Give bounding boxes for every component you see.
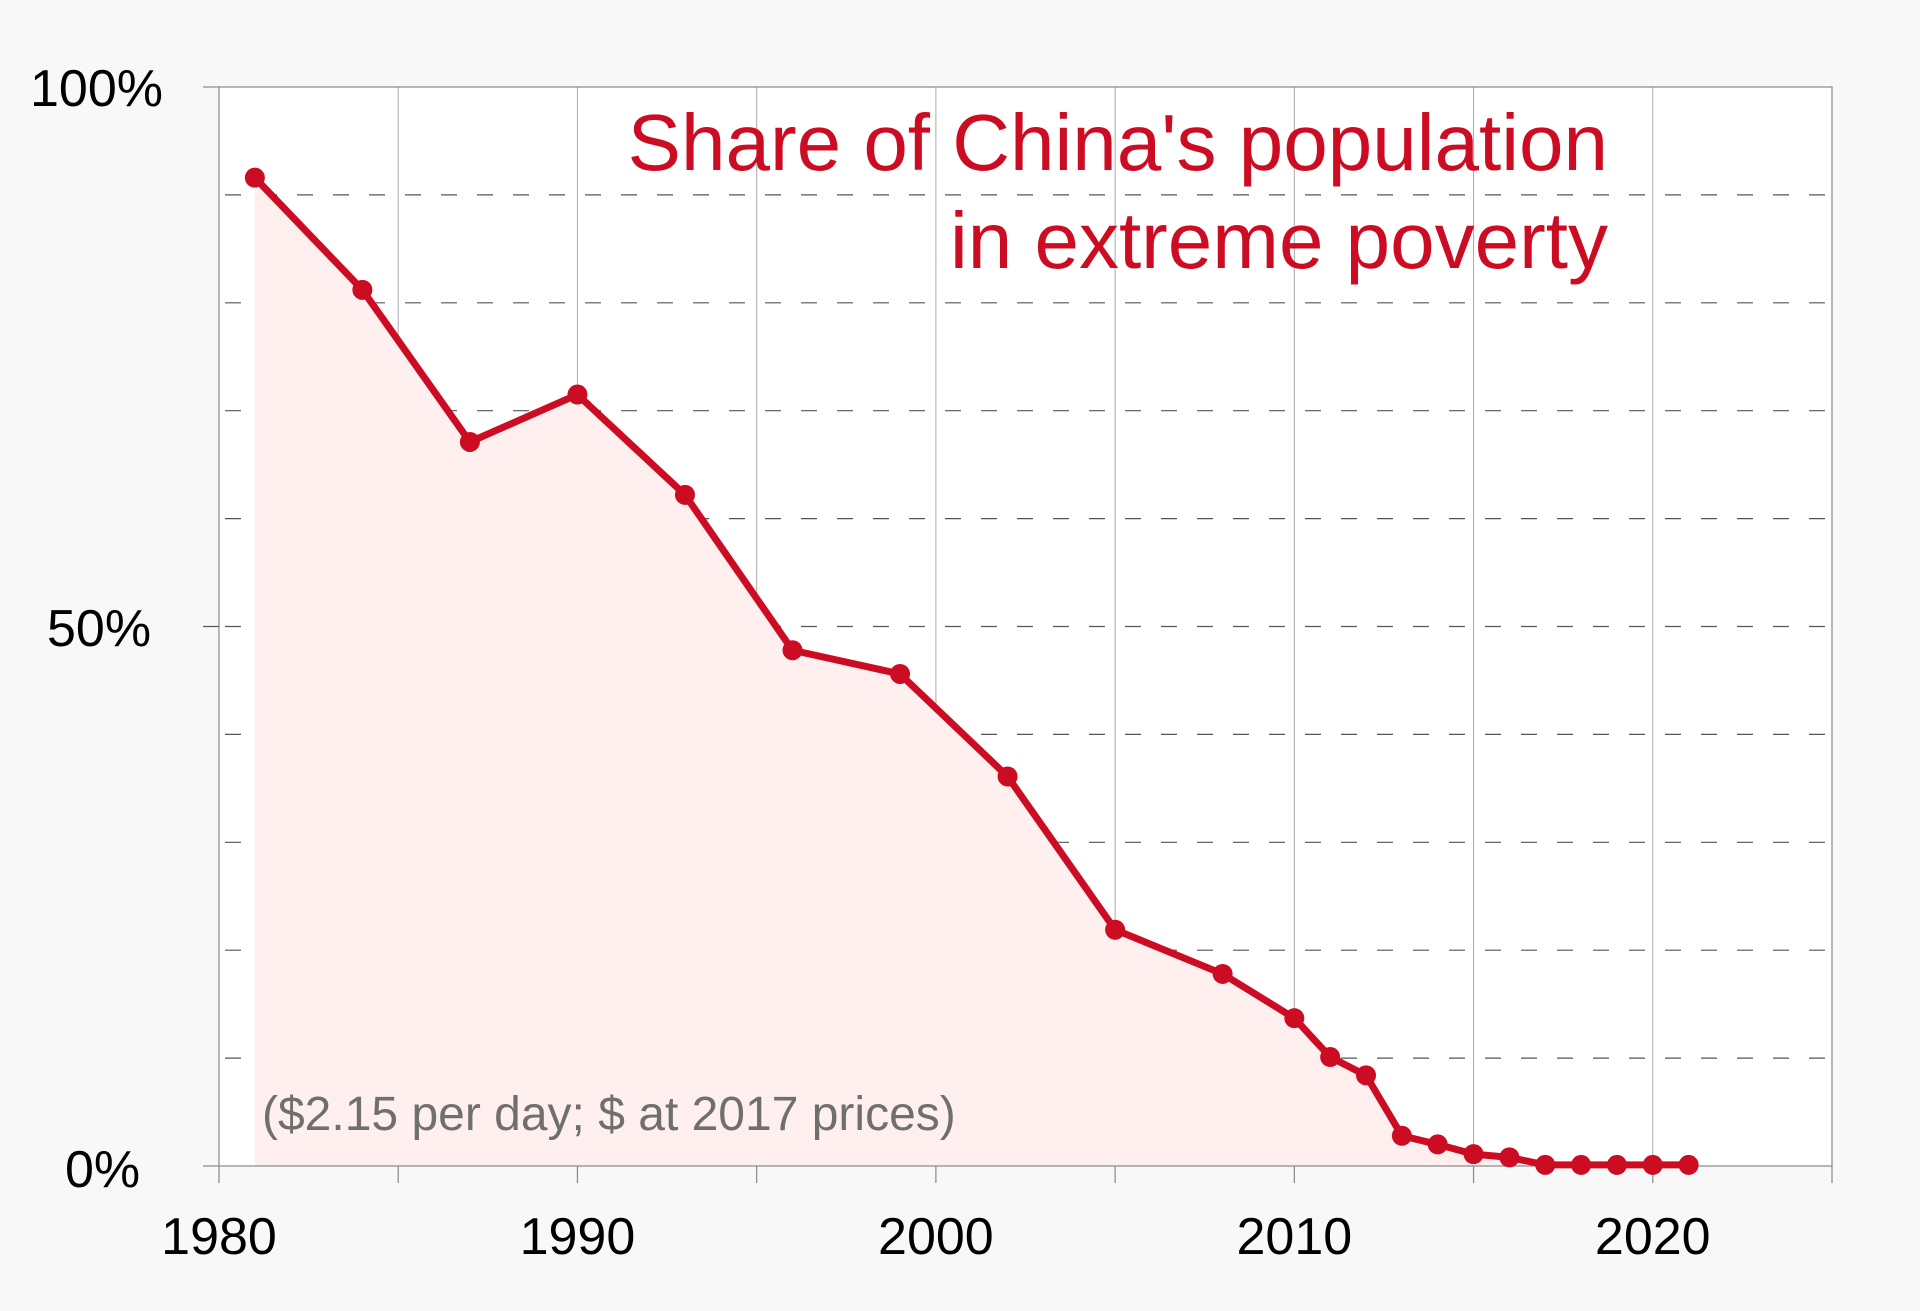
data-point-1984 bbox=[352, 279, 373, 300]
data-point-2018 bbox=[1571, 1154, 1592, 1175]
data-point-1996 bbox=[782, 640, 803, 661]
data-point-2014 bbox=[1427, 1134, 1448, 1155]
area-fill bbox=[254, 177, 1689, 1167]
data-point-1981 bbox=[244, 167, 265, 188]
data-point-2017 bbox=[1535, 1154, 1556, 1175]
data-point-2016 bbox=[1499, 1147, 1520, 1168]
y-tick-label-0: 0% bbox=[65, 1141, 140, 1199]
data-point-2011 bbox=[1320, 1047, 1341, 1068]
x-tick-label-2000: 2000 bbox=[878, 1208, 994, 1266]
data-point-1993 bbox=[674, 484, 695, 505]
data-point-2005 bbox=[1105, 919, 1126, 940]
x-tick-label-1980: 1980 bbox=[161, 1208, 277, 1266]
data-point-2012 bbox=[1356, 1065, 1377, 1086]
x-tick-label-2010: 2010 bbox=[1236, 1208, 1352, 1266]
data-point-2020 bbox=[1642, 1154, 1663, 1175]
data-point-1990 bbox=[567, 384, 588, 405]
series-line bbox=[251, 174, 1693, 1169]
x-tick-labels: 1980 1990 2000 2010 2020 bbox=[161, 1208, 1710, 1266]
data-point-1987 bbox=[459, 431, 480, 452]
axis-ticks bbox=[203, 86, 1833, 1183]
data-points bbox=[244, 167, 1699, 1175]
y-tick-label-50: 50% bbox=[47, 600, 151, 658]
data-point-2002 bbox=[997, 766, 1018, 787]
data-point-2015 bbox=[1463, 1144, 1484, 1165]
data-point-2008 bbox=[1212, 963, 1233, 984]
data-point-2010 bbox=[1284, 1008, 1305, 1029]
y-tick-label-100: 100% bbox=[30, 60, 163, 118]
x-tick-label-1990: 1990 bbox=[520, 1208, 636, 1266]
chart-note: ($2.15 per day; $ at 2017 prices) bbox=[262, 1088, 956, 1141]
chart-title-line-1: Share of China's population bbox=[628, 98, 1608, 187]
data-point-2019 bbox=[1606, 1154, 1627, 1175]
x-tick-label-2020: 2020 bbox=[1595, 1208, 1711, 1266]
data-point-2021 bbox=[1678, 1154, 1699, 1175]
chart-title-line-2: in extreme poverty bbox=[950, 196, 1608, 285]
data-point-2013 bbox=[1391, 1125, 1412, 1146]
y-tick-labels: 0% 50% 100% bbox=[30, 60, 163, 1199]
data-point-1999 bbox=[890, 663, 911, 684]
